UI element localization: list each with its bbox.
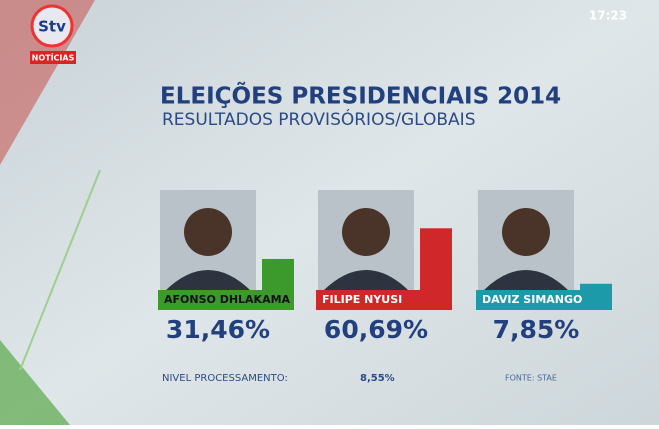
brand: NOTÍCIAS (32, 52, 75, 63)
candidate-name: FILIPE NYUSI (322, 293, 402, 306)
title: ELEIÇÕES PRESIDENCIAIS 2014 (160, 82, 561, 110)
value-label: 31,46% (166, 315, 270, 344)
photo-head (184, 208, 232, 256)
brand-box (30, 51, 76, 64)
name-box (476, 290, 612, 310)
subtitle: RESULTADOS PROVISÓRIOS/GLOBAIS (162, 108, 475, 130)
green-shape (0, 340, 70, 425)
bar (262, 258, 294, 292)
logo-text: Stv (38, 18, 66, 36)
photo-head (342, 208, 390, 256)
red-shape (0, 0, 95, 165)
bar (580, 283, 612, 292)
value-label: 7,85% (493, 315, 580, 344)
candidate-name: AFONSO DHLAKAMA (164, 293, 291, 306)
logo (30, 4, 74, 48)
processing-value: 8,55% (360, 373, 395, 384)
clock: 17:23 (589, 9, 627, 23)
photo-body (324, 270, 408, 290)
name-box (158, 290, 294, 310)
bar (420, 228, 452, 292)
photo-body (484, 270, 568, 290)
deco-line (19, 169, 101, 371)
candidate-name: DAVIZ SIMANGO (482, 293, 582, 306)
name-box (316, 290, 452, 310)
photo-body (166, 270, 250, 290)
source: FONTE: STAE (505, 374, 557, 383)
value-label: 60,69% (324, 315, 428, 344)
processing-label: NIVEL PROCESSAMENTO: (162, 373, 288, 384)
photo-head (502, 208, 550, 256)
